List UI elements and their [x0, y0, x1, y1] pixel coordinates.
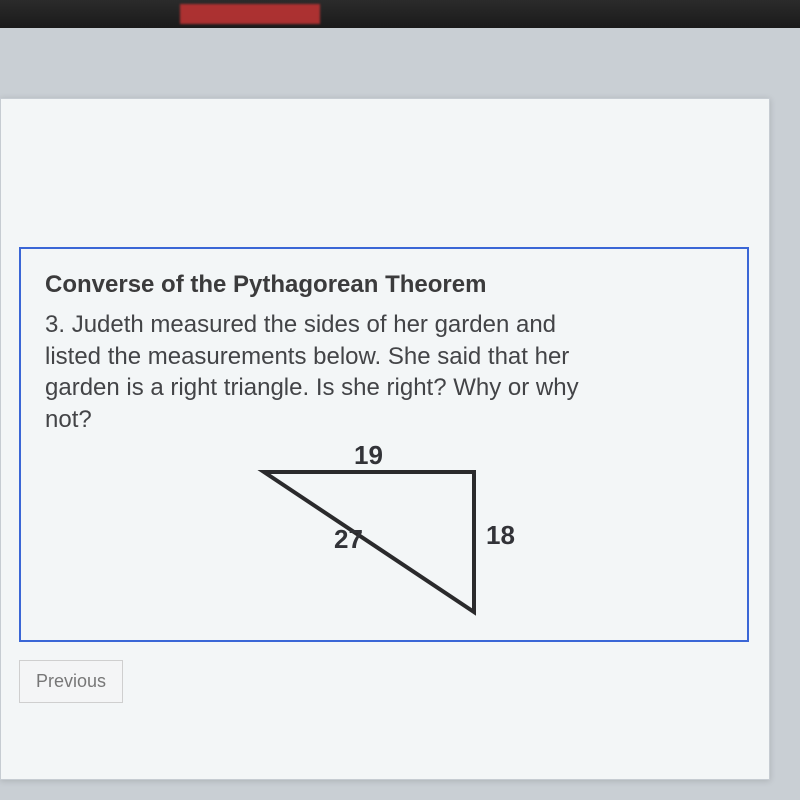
side-label-right: 18 — [486, 520, 515, 551]
question-number: 3. — [45, 311, 65, 338]
triangle-shape — [264, 472, 474, 612]
question-body: 3. Judeth measured the sides of her gard… — [45, 309, 605, 436]
page-container: Converse of the Pythagorean Theorem 3. J… — [0, 98, 770, 780]
question-title: Converse of the Pythagorean Theorem — [45, 271, 723, 299]
triangle-figure: 19 18 27 — [224, 442, 544, 622]
side-label-top: 19 — [354, 440, 383, 471]
question-text: Judeth measured the sides of her garden … — [45, 311, 579, 433]
question-panel: Converse of the Pythagorean Theorem 3. J… — [19, 247, 749, 642]
window-topbar — [0, 0, 800, 28]
previous-button[interactable]: Previous — [19, 660, 123, 703]
figure-wrap: 19 18 27 — [45, 442, 723, 622]
desktop-area: Converse of the Pythagorean Theorem 3. J… — [0, 28, 800, 800]
topbar-accent — [180, 4, 320, 24]
side-label-hypotenuse: 27 — [334, 524, 363, 555]
